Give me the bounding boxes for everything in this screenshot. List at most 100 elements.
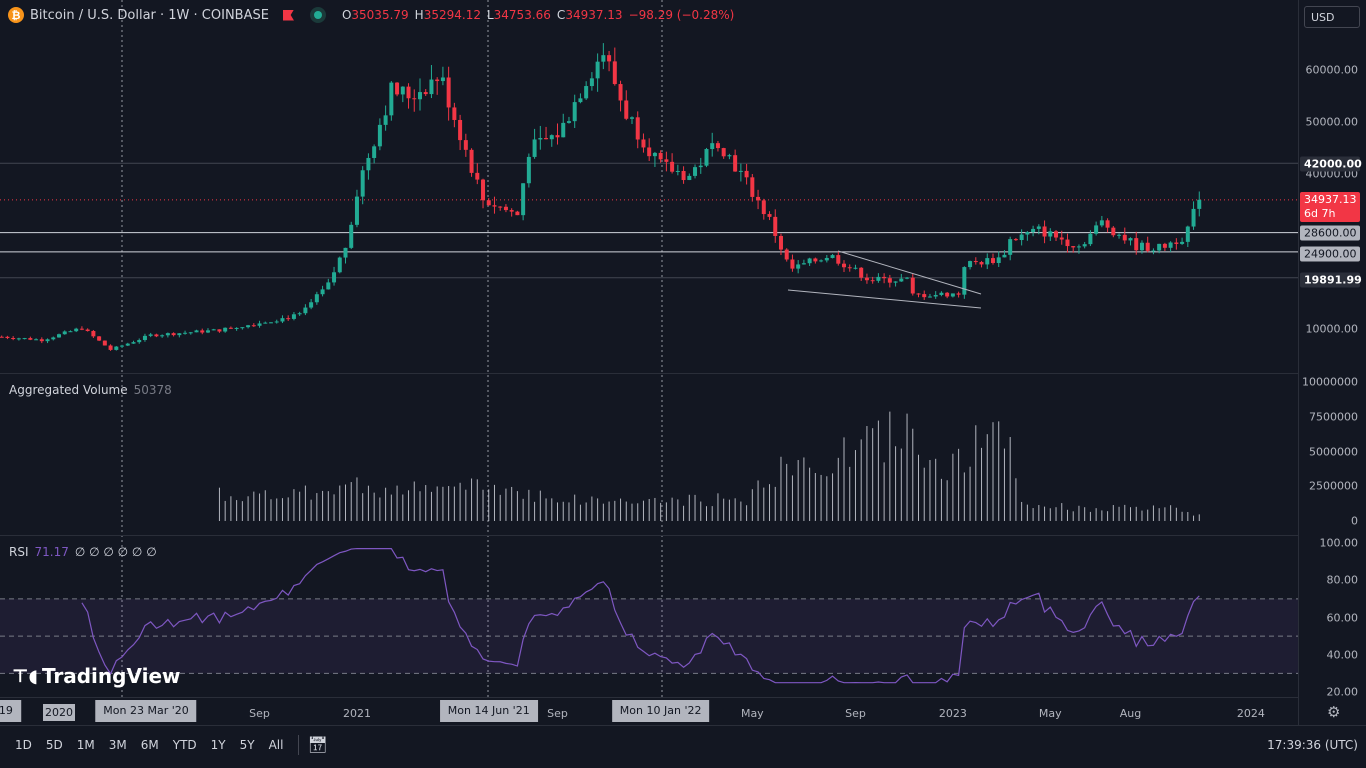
- settings-gear-icon[interactable]: ⚙: [1327, 703, 1341, 721]
- candle: [526, 156, 531, 184]
- candle: [727, 155, 732, 157]
- clock[interactable]: 17:39:36 (UTC): [1267, 738, 1358, 752]
- candle: [693, 167, 698, 176]
- candle: [738, 170, 743, 172]
- candle: [74, 328, 79, 332]
- candle: [733, 155, 738, 172]
- rsi-tick-label: 60.00: [1326, 611, 1359, 624]
- candle: [796, 264, 801, 269]
- range-button-1m[interactable]: 1M: [76, 737, 95, 752]
- candle: [366, 157, 371, 171]
- range-button-all[interactable]: All: [268, 737, 284, 752]
- level-label-42000: 42000.00: [1300, 156, 1362, 172]
- goto-date-calendar-icon[interactable]: 📅︎: [307, 735, 328, 754]
- candle: [154, 334, 159, 337]
- candle: [234, 327, 239, 329]
- candle: [1162, 243, 1167, 248]
- candle: [102, 340, 107, 346]
- candle: [1168, 242, 1173, 248]
- candle: [1122, 234, 1127, 241]
- range-button-1d[interactable]: 1D: [15, 737, 32, 752]
- candle: [710, 143, 715, 150]
- candle: [148, 334, 153, 336]
- range-button-ytd[interactable]: YTD: [172, 737, 197, 752]
- candle: [11, 337, 16, 339]
- candle: [979, 262, 984, 265]
- candle: [246, 325, 251, 328]
- candle: [417, 92, 422, 100]
- candle: [715, 143, 720, 149]
- candle: [22, 338, 27, 340]
- market-status-icon[interactable]: [309, 7, 326, 23]
- candle: [509, 210, 514, 212]
- candle: [607, 55, 612, 62]
- candle: [1134, 238, 1139, 251]
- candle: [681, 170, 686, 181]
- candle: [1013, 239, 1018, 241]
- pane-separator[interactable]: [0, 373, 1298, 374]
- candle: [0, 336, 4, 338]
- range-button-5d[interactable]: 5D: [45, 737, 63, 752]
- candle: [675, 170, 680, 172]
- candle: [97, 336, 102, 341]
- candle: [383, 115, 388, 125]
- candle: [767, 214, 772, 217]
- candle: [217, 329, 222, 332]
- candle: [125, 343, 130, 346]
- candle: [933, 294, 938, 297]
- range-button-3m[interactable]: 3M: [108, 737, 127, 752]
- candle: [905, 277, 910, 279]
- candle: [274, 321, 279, 323]
- candle: [687, 175, 692, 181]
- candle: [194, 330, 199, 333]
- wedge-upper-trendline[interactable]: [837, 250, 982, 295]
- time-axis[interactable]: Oct '19 2020 Sep 2021 Sep May Sep 2023 May Aug 202…: [0, 697, 1298, 725]
- bitcoin-icon: ₿: [8, 7, 24, 23]
- price-tick-label: 60000.00: [1305, 63, 1359, 77]
- candle: [423, 92, 428, 95]
- candle: [1065, 239, 1070, 247]
- candle: [1071, 246, 1076, 248]
- currency-selector[interactable]: USD: [1304, 6, 1360, 28]
- candle: [400, 86, 405, 95]
- candle: [1094, 225, 1099, 234]
- symbol-title[interactable]: Bitcoin / U.S. Dollar · 1W · COINBASE: [30, 7, 269, 23]
- candle: [337, 257, 342, 273]
- candle: [1048, 231, 1053, 237]
- candle: [1145, 242, 1150, 251]
- time-tick-label: Sep: [249, 707, 270, 720]
- rsi-legend[interactable]: RSI 71.17 ∅ ∅ ∅ ∅ ∅ ∅: [9, 545, 157, 559]
- price-axis[interactable]: USD 60000.00 50000.00 40000.00 10000.00 1000…: [1298, 0, 1366, 725]
- pane-separator[interactable]: [0, 535, 1298, 536]
- level-label-19891: 19891.99: [1300, 272, 1362, 288]
- range-button-5y[interactable]: 5Y: [239, 737, 255, 752]
- tradingview-watermark: ⊤◖ TradingView: [12, 664, 181, 688]
- candle: [922, 294, 927, 298]
- chart-canvas[interactable]: [0, 0, 1298, 697]
- candle: [973, 261, 978, 263]
- time-tick-label: Aug: [1119, 707, 1142, 720]
- candle: [589, 78, 594, 87]
- volume-legend[interactable]: Aggregated Volume 50378: [9, 383, 172, 397]
- flag-icon[interactable]: [282, 9, 294, 21]
- candle: [1117, 234, 1122, 236]
- candle: [349, 224, 354, 248]
- candle: [652, 152, 657, 157]
- range-button-6m[interactable]: 6M: [140, 737, 159, 752]
- candle: [927, 296, 932, 298]
- candle: [498, 206, 503, 208]
- candle: [45, 339, 50, 342]
- time-tick-label: 2024: [1236, 707, 1265, 720]
- candle: [1191, 208, 1196, 227]
- candle: [566, 121, 571, 123]
- candle: [486, 200, 491, 206]
- change-value: −98.29 (−0.28%): [628, 8, 735, 22]
- candle: [257, 323, 262, 326]
- range-button-1y[interactable]: 1Y: [210, 737, 226, 752]
- candle: [79, 328, 84, 330]
- candle: [372, 146, 377, 158]
- candle: [446, 77, 451, 108]
- candle: [819, 260, 824, 262]
- wedge-lower-trendline[interactable]: [787, 289, 982, 309]
- rsi-tick-label: 40.00: [1326, 648, 1359, 662]
